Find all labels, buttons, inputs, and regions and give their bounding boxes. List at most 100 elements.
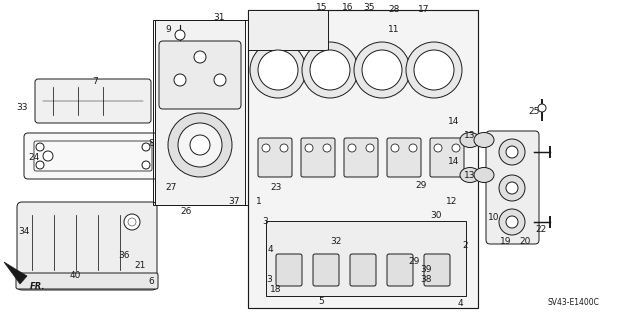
Circle shape	[280, 144, 288, 152]
FancyBboxPatch shape	[159, 41, 241, 109]
FancyBboxPatch shape	[276, 254, 302, 286]
Circle shape	[214, 74, 226, 86]
Circle shape	[194, 51, 206, 63]
Text: 16: 16	[342, 4, 353, 12]
Circle shape	[414, 50, 454, 90]
Circle shape	[190, 135, 210, 155]
Text: 13: 13	[464, 170, 476, 180]
Bar	[248, 10, 478, 308]
Circle shape	[262, 144, 270, 152]
Circle shape	[506, 146, 518, 158]
Circle shape	[506, 216, 518, 228]
Circle shape	[506, 182, 518, 194]
Text: 13: 13	[464, 130, 476, 139]
FancyBboxPatch shape	[430, 138, 464, 177]
Text: 25: 25	[528, 108, 540, 116]
Text: 33: 33	[16, 102, 28, 112]
Text: 32: 32	[330, 238, 341, 247]
Text: 3: 3	[262, 218, 268, 226]
FancyBboxPatch shape	[313, 254, 339, 286]
Text: 27: 27	[165, 182, 177, 191]
FancyBboxPatch shape	[424, 254, 450, 286]
Circle shape	[142, 143, 150, 151]
Circle shape	[406, 42, 462, 98]
FancyBboxPatch shape	[486, 131, 539, 244]
Text: 38: 38	[420, 276, 431, 285]
FancyBboxPatch shape	[344, 138, 378, 177]
Bar	[248, 10, 328, 50]
Text: 40: 40	[70, 271, 81, 279]
Bar	[155, 20, 245, 205]
Text: 2: 2	[462, 241, 468, 249]
FancyBboxPatch shape	[258, 138, 292, 177]
Circle shape	[302, 42, 358, 98]
Polygon shape	[4, 262, 27, 284]
Circle shape	[250, 42, 306, 98]
Text: 9: 9	[165, 26, 171, 34]
Text: 14: 14	[448, 117, 460, 127]
Circle shape	[128, 218, 136, 226]
FancyBboxPatch shape	[16, 273, 158, 289]
Circle shape	[452, 144, 460, 152]
Text: 10: 10	[488, 213, 499, 222]
Text: 36: 36	[118, 250, 129, 259]
Text: 34: 34	[18, 227, 29, 236]
Circle shape	[305, 144, 313, 152]
Circle shape	[175, 30, 185, 40]
Text: 17: 17	[418, 5, 429, 14]
Text: 21: 21	[134, 261, 145, 270]
Text: 1: 1	[256, 197, 262, 206]
Text: 3: 3	[266, 276, 272, 285]
Circle shape	[354, 42, 410, 98]
FancyBboxPatch shape	[17, 202, 157, 290]
Circle shape	[142, 161, 150, 169]
Text: 26: 26	[180, 207, 191, 217]
Text: 4: 4	[268, 246, 274, 255]
FancyBboxPatch shape	[301, 138, 335, 177]
Ellipse shape	[460, 132, 480, 147]
Text: 35: 35	[363, 4, 374, 12]
FancyBboxPatch shape	[350, 254, 376, 286]
Text: 11: 11	[388, 26, 399, 34]
Text: 29: 29	[408, 257, 419, 266]
Text: 31: 31	[213, 13, 225, 23]
Text: 6: 6	[148, 278, 154, 286]
Text: 29: 29	[415, 181, 426, 189]
Bar	[266, 221, 466, 296]
Circle shape	[323, 144, 331, 152]
Text: 5: 5	[318, 298, 324, 307]
Text: 14: 14	[448, 158, 460, 167]
Circle shape	[36, 161, 44, 169]
Circle shape	[499, 175, 525, 201]
Circle shape	[310, 50, 350, 90]
Text: SV43-E1400C: SV43-E1400C	[548, 298, 600, 307]
Circle shape	[168, 113, 232, 177]
Text: 8: 8	[148, 138, 154, 147]
Circle shape	[348, 144, 356, 152]
Text: 22: 22	[535, 226, 547, 234]
FancyBboxPatch shape	[387, 254, 413, 286]
Text: 30: 30	[430, 211, 442, 219]
Text: 20: 20	[519, 238, 531, 247]
Circle shape	[409, 144, 417, 152]
Circle shape	[538, 104, 546, 112]
Circle shape	[124, 214, 140, 230]
Text: 19: 19	[500, 238, 511, 247]
Circle shape	[434, 144, 442, 152]
Bar	[153, 20, 248, 205]
FancyBboxPatch shape	[24, 133, 162, 179]
Text: 39: 39	[420, 265, 431, 275]
Circle shape	[178, 123, 222, 167]
Text: 7: 7	[92, 78, 98, 86]
Circle shape	[43, 151, 53, 161]
FancyBboxPatch shape	[35, 79, 151, 123]
Text: 18: 18	[270, 286, 282, 294]
Text: 28: 28	[388, 5, 399, 14]
Circle shape	[362, 50, 402, 90]
Text: 4: 4	[458, 300, 463, 308]
Circle shape	[36, 143, 44, 151]
Ellipse shape	[474, 132, 494, 147]
Ellipse shape	[460, 167, 480, 182]
Text: 23: 23	[270, 182, 282, 191]
Circle shape	[258, 50, 298, 90]
